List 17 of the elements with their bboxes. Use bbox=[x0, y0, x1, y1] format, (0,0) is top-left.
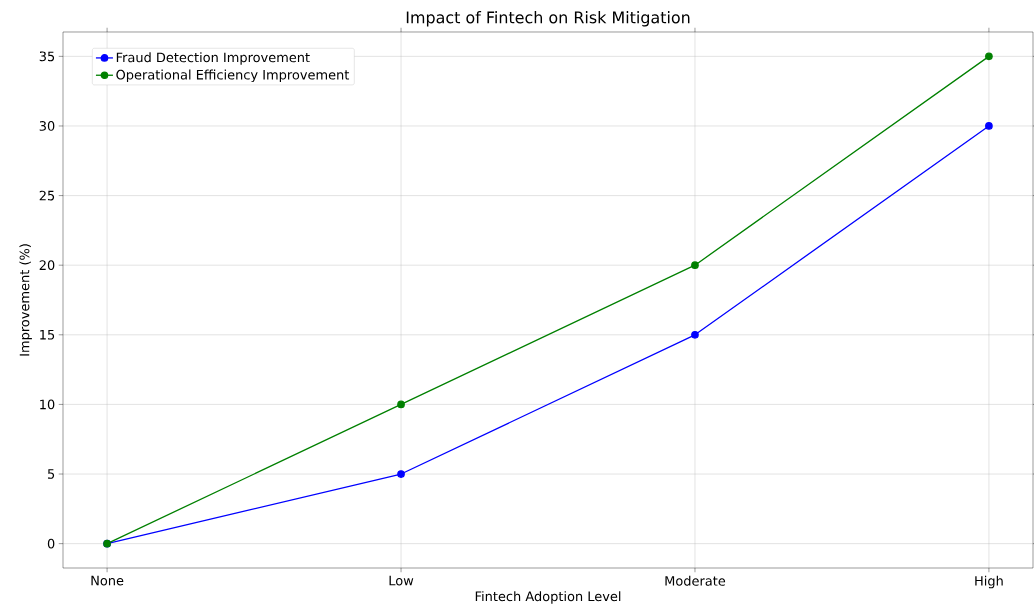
y-tick-label: 15 bbox=[40, 329, 55, 340]
x-tick-label: None bbox=[91, 575, 124, 586]
x-axis-title: Fintech Adoption Level bbox=[475, 591, 621, 604]
y-tick-label: 10 bbox=[40, 399, 55, 410]
y-tick-label: 0 bbox=[47, 538, 55, 549]
x-tick-label: High bbox=[975, 575, 1003, 589]
x-tick-label: Low bbox=[389, 575, 414, 586]
legend-label: Fraud Detection Improvement bbox=[116, 52, 310, 65]
y-tick-label: 5 bbox=[47, 469, 55, 479]
y-axis-title: Improvement (%) bbox=[19, 244, 32, 356]
legend-label: Operational Efficiency Improvement bbox=[116, 69, 350, 83]
chart-title: Impact of Fintech on Risk Mitigation bbox=[406, 11, 690, 27]
y-tick-label: 30 bbox=[39, 121, 55, 131]
x-tick-label: Moderate bbox=[665, 575, 726, 586]
y-tick-label: 35 bbox=[39, 51, 55, 62]
y-tick-label: 25 bbox=[39, 190, 55, 201]
y-tick-label: 20 bbox=[39, 260, 55, 271]
